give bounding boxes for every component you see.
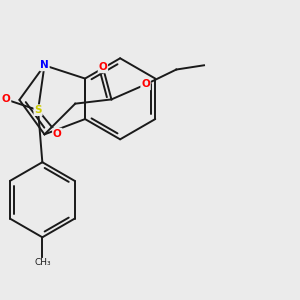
Text: O: O (141, 80, 150, 89)
Text: O: O (98, 62, 107, 72)
Text: O: O (2, 94, 11, 104)
Text: S: S (34, 105, 42, 115)
Text: O: O (53, 129, 62, 139)
Text: N: N (40, 60, 49, 70)
Text: CH₃: CH₃ (34, 258, 51, 267)
